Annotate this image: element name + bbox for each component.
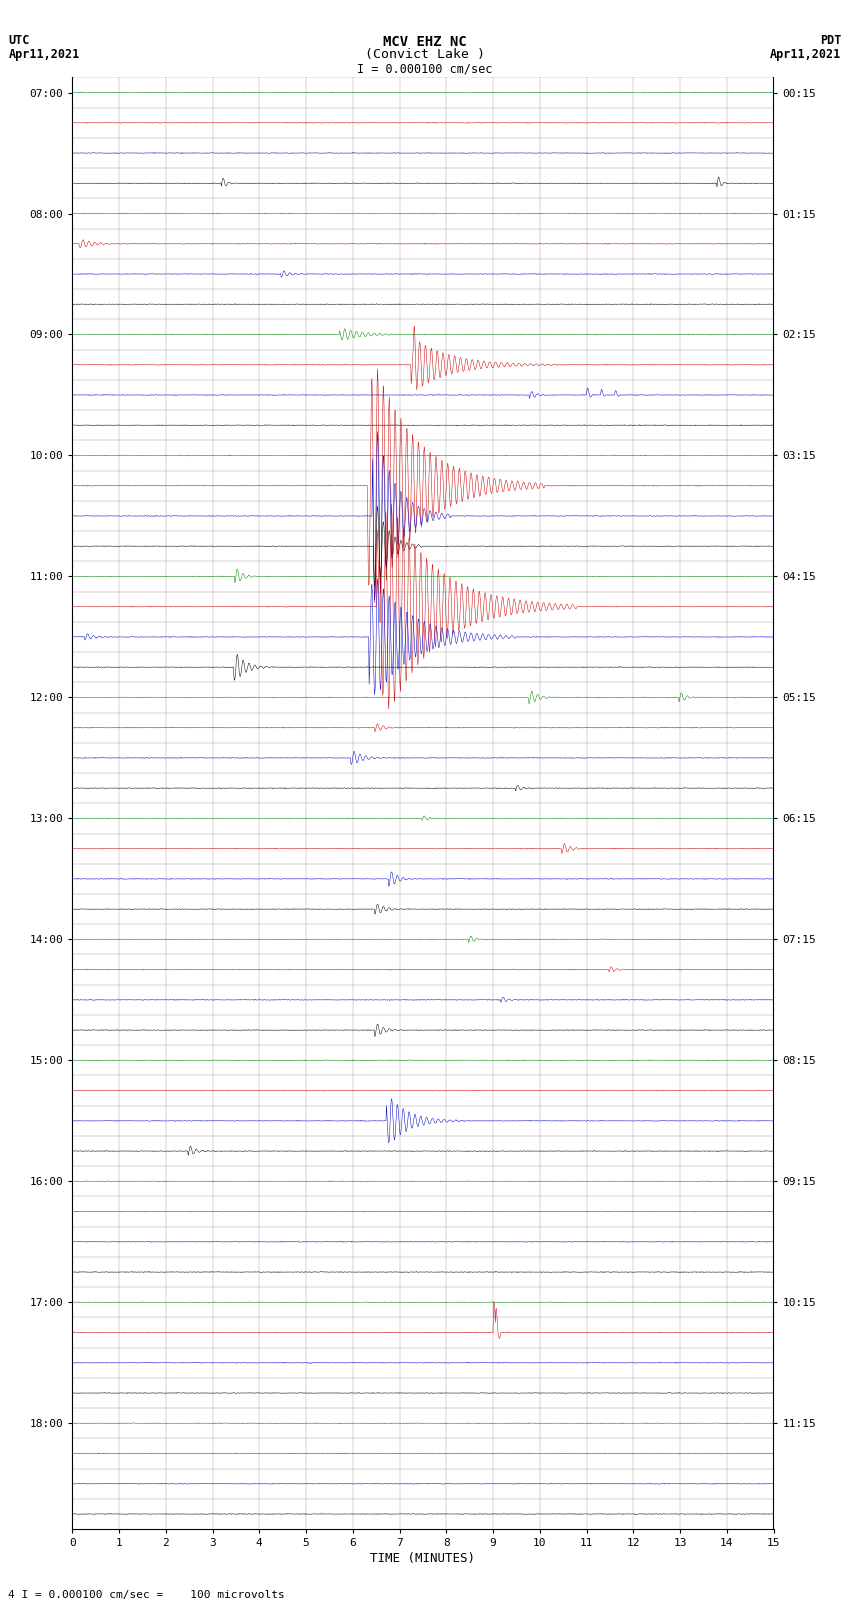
Text: Apr11,2021: Apr11,2021 [770, 48, 842, 61]
Text: 4 I = 0.000100 cm/sec =    100 microvolts: 4 I = 0.000100 cm/sec = 100 microvolts [8, 1590, 286, 1600]
Text: MCV EHZ NC: MCV EHZ NC [383, 35, 467, 50]
X-axis label: TIME (MINUTES): TIME (MINUTES) [371, 1552, 475, 1565]
Text: Apr11,2021: Apr11,2021 [8, 48, 80, 61]
Text: I = 0.000100 cm/sec: I = 0.000100 cm/sec [357, 63, 493, 76]
Text: PDT: PDT [820, 34, 842, 47]
Text: (Convict Lake ): (Convict Lake ) [365, 48, 485, 61]
Text: UTC: UTC [8, 34, 30, 47]
